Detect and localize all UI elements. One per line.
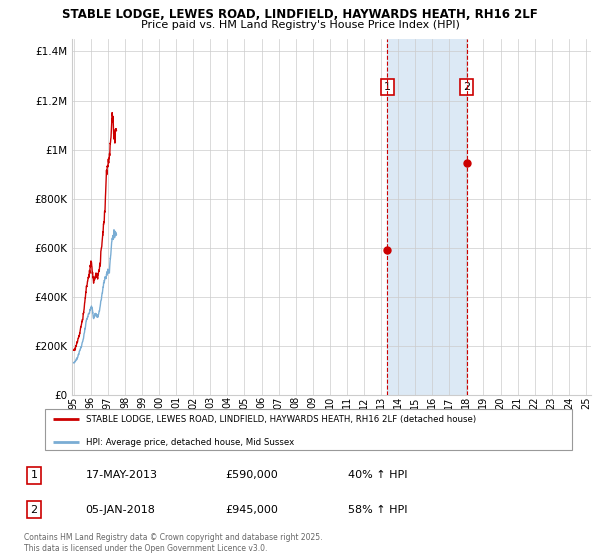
Text: STABLE LODGE, LEWES ROAD, LINDFIELD, HAYWARDS HEATH, RH16 2LF (detached house): STABLE LODGE, LEWES ROAD, LINDFIELD, HAY… [86, 415, 476, 424]
Text: £590,000: £590,000 [225, 470, 278, 480]
Text: Contains HM Land Registry data © Crown copyright and database right 2025.
This d: Contains HM Land Registry data © Crown c… [24, 533, 323, 553]
Text: Price paid vs. HM Land Registry's House Price Index (HPI): Price paid vs. HM Land Registry's House … [140, 20, 460, 30]
Text: 1: 1 [31, 470, 38, 480]
Text: 17-MAY-2013: 17-MAY-2013 [85, 470, 157, 480]
FancyBboxPatch shape [44, 409, 572, 450]
Bar [388, 39, 467, 395]
Text: 2: 2 [31, 505, 38, 515]
Text: £945,000: £945,000 [225, 505, 278, 515]
Text: 40% ↑ HPI: 40% ↑ HPI [347, 470, 407, 480]
Text: 1: 1 [384, 82, 391, 92]
Text: HPI: Average price, detached house, Mid Sussex: HPI: Average price, detached house, Mid … [86, 438, 294, 447]
Text: 58% ↑ HPI: 58% ↑ HPI [347, 505, 407, 515]
Text: 2: 2 [463, 82, 470, 92]
Text: STABLE LODGE, LEWES ROAD, LINDFIELD, HAYWARDS HEATH, RH16 2LF: STABLE LODGE, LEWES ROAD, LINDFIELD, HAY… [62, 8, 538, 21]
Text: 05-JAN-2018: 05-JAN-2018 [85, 505, 155, 515]
